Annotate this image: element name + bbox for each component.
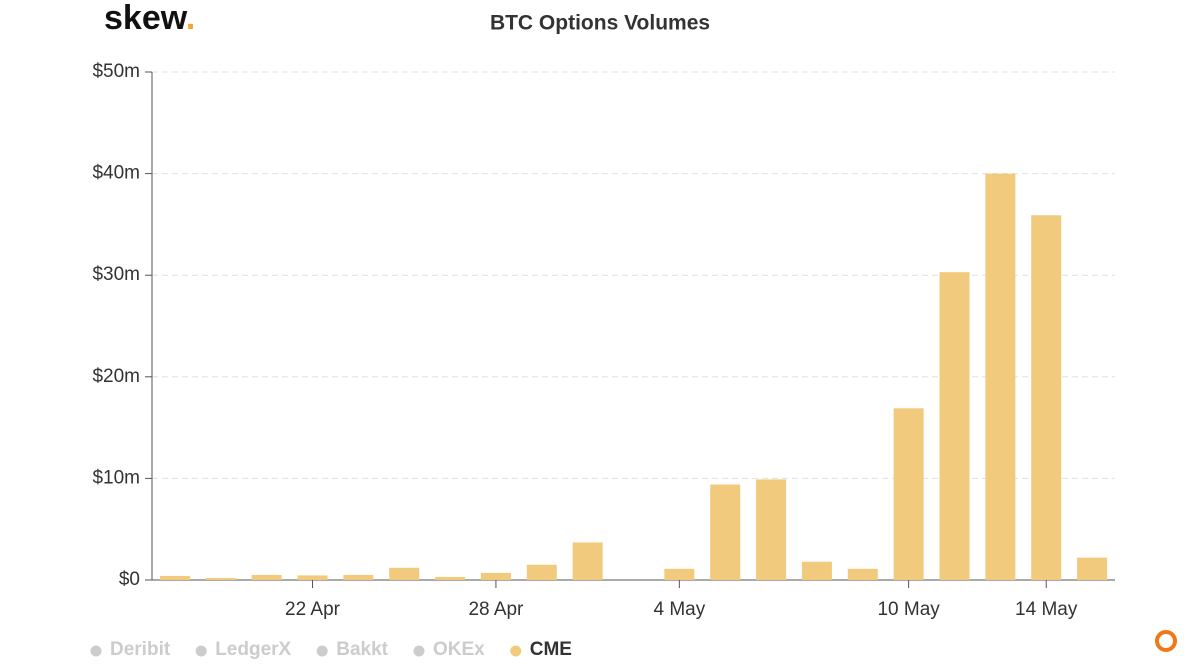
bar: [664, 568, 695, 580]
bar: [985, 173, 1016, 580]
bar: [389, 567, 420, 580]
bar: [526, 564, 557, 580]
logo-dot: .: [186, 0, 195, 37]
legend-marker: [195, 645, 207, 657]
bar: [343, 574, 374, 580]
y-tick-label: $0: [119, 569, 140, 590]
legend-label: LedgerX: [215, 639, 291, 660]
bar: [756, 479, 787, 580]
legend-marker: [413, 645, 425, 657]
y-tick-label: $50m: [92, 61, 140, 82]
bar: [801, 561, 832, 580]
bar: [847, 568, 878, 580]
bar: [939, 272, 970, 580]
legend-label: Deribit: [110, 639, 171, 660]
x-tick-label: 22 Apr: [285, 599, 341, 620]
bar: [297, 575, 328, 580]
logo: skew.: [104, 0, 195, 37]
bar: [205, 577, 236, 580]
legend-label: CME: [530, 639, 572, 660]
brand-icon: [1155, 630, 1177, 652]
x-tick-label: 14 May: [1015, 599, 1078, 620]
bar: [710, 484, 741, 580]
logo-word: skew: [104, 0, 188, 37]
x-tick-label: 10 May: [877, 599, 940, 620]
y-tick-label: $10m: [92, 467, 140, 488]
legend-label: OKEx: [433, 639, 485, 660]
legend-marker: [316, 645, 328, 657]
x-tick-label: 4 May: [653, 599, 705, 620]
bar: [893, 408, 924, 580]
bar: [1031, 215, 1062, 581]
legend-marker: [90, 645, 102, 657]
bar: [1077, 557, 1108, 580]
y-tick-label: $30m: [92, 264, 140, 285]
legend-label: Bakkt: [336, 639, 388, 660]
bar: [251, 574, 282, 580]
bar: [572, 542, 603, 580]
y-tick-label: $20m: [92, 366, 140, 387]
legend-marker: [510, 645, 522, 657]
bar: [435, 576, 466, 580]
chart-title: BTC Options Volumes: [490, 12, 710, 35]
x-tick-label: 28 Apr: [468, 599, 524, 620]
bar: [480, 572, 511, 580]
y-tick-label: $40m: [92, 163, 140, 184]
bar: [159, 575, 190, 580]
